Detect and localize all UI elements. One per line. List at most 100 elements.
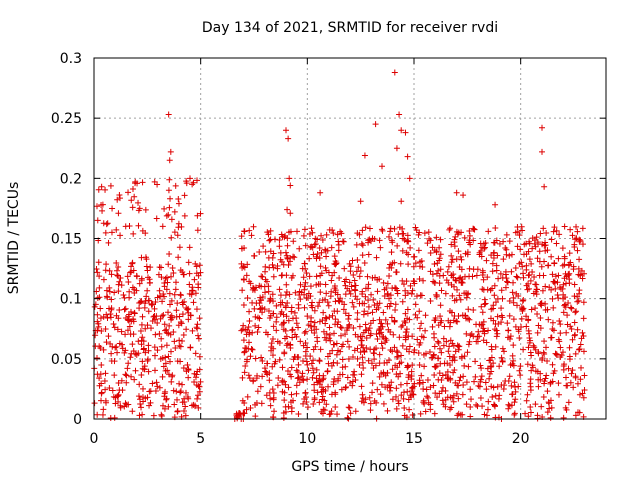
data-point bbox=[527, 376, 534, 383]
data-point bbox=[387, 228, 394, 235]
data-point bbox=[98, 380, 105, 387]
data-point bbox=[195, 392, 202, 399]
data-point bbox=[269, 352, 276, 359]
data-point bbox=[251, 305, 258, 312]
data-point bbox=[327, 331, 334, 338]
data-point bbox=[434, 338, 441, 345]
data-point bbox=[445, 263, 452, 270]
data-point bbox=[507, 362, 514, 369]
data-point bbox=[322, 281, 329, 288]
data-point bbox=[250, 285, 257, 292]
data-point bbox=[109, 205, 116, 212]
data-point bbox=[124, 365, 131, 372]
data-point bbox=[166, 290, 173, 297]
data-point bbox=[111, 289, 118, 296]
data-point bbox=[552, 350, 559, 357]
data-point bbox=[454, 286, 461, 293]
data-point bbox=[163, 274, 170, 281]
data-point bbox=[362, 321, 369, 328]
data-point bbox=[411, 280, 418, 287]
data-point bbox=[326, 314, 333, 321]
data-point bbox=[174, 232, 181, 239]
data-point bbox=[342, 282, 349, 289]
data-point bbox=[342, 363, 349, 370]
data-point bbox=[468, 396, 475, 403]
data-point bbox=[193, 306, 200, 313]
data-point bbox=[390, 331, 397, 338]
data-point bbox=[115, 315, 122, 322]
data-point bbox=[96, 375, 103, 382]
data-point bbox=[544, 247, 551, 254]
data-point bbox=[433, 292, 440, 299]
data-point bbox=[323, 290, 330, 297]
data-point bbox=[458, 279, 465, 286]
data-point bbox=[486, 357, 493, 364]
data-point bbox=[288, 304, 295, 311]
data-point bbox=[123, 379, 130, 386]
data-point bbox=[446, 406, 453, 413]
data-point bbox=[194, 395, 201, 402]
data-point bbox=[388, 379, 395, 386]
data-point bbox=[411, 380, 418, 387]
data-point bbox=[509, 391, 516, 398]
data-point bbox=[188, 291, 195, 298]
data-point bbox=[167, 314, 174, 321]
data-point bbox=[319, 410, 326, 417]
data-point bbox=[279, 272, 286, 279]
data-point bbox=[136, 280, 143, 287]
data-point bbox=[137, 298, 144, 305]
data-point bbox=[259, 293, 266, 300]
data-point bbox=[451, 366, 458, 373]
data-point bbox=[338, 324, 345, 331]
data-point bbox=[376, 316, 383, 323]
data-point bbox=[514, 302, 521, 309]
data-point bbox=[402, 129, 409, 136]
data-point bbox=[420, 385, 427, 392]
data-point bbox=[276, 340, 283, 347]
data-point bbox=[177, 343, 184, 350]
data-point bbox=[129, 284, 136, 291]
data-point bbox=[241, 369, 248, 376]
data-point bbox=[477, 395, 484, 402]
data-point bbox=[152, 331, 159, 338]
data-point bbox=[128, 268, 135, 275]
data-point bbox=[166, 322, 173, 329]
data-point bbox=[270, 273, 277, 280]
y-tick-label: 0.3 bbox=[60, 51, 82, 67]
data-point bbox=[142, 206, 149, 213]
data-point bbox=[525, 272, 532, 279]
data-point bbox=[346, 279, 353, 286]
data-point bbox=[331, 330, 338, 337]
data-point bbox=[189, 284, 196, 291]
data-point bbox=[461, 362, 468, 369]
data-point bbox=[254, 328, 261, 335]
data-point bbox=[143, 263, 150, 270]
data-point bbox=[506, 402, 513, 409]
data-point bbox=[506, 252, 513, 259]
data-point bbox=[477, 247, 484, 254]
data-point bbox=[470, 307, 477, 314]
data-point bbox=[106, 384, 113, 391]
data-point bbox=[394, 353, 401, 360]
data-point bbox=[330, 230, 337, 237]
data-point bbox=[182, 403, 189, 410]
data-point bbox=[404, 388, 411, 395]
data-point bbox=[166, 250, 173, 257]
data-point bbox=[471, 378, 478, 385]
data-point bbox=[418, 372, 425, 379]
data-point bbox=[567, 226, 574, 233]
data-point bbox=[170, 269, 177, 276]
data-point bbox=[177, 389, 184, 396]
data-point bbox=[285, 317, 292, 324]
data-point bbox=[304, 361, 311, 368]
data-point bbox=[107, 182, 114, 189]
data-point bbox=[288, 408, 295, 415]
data-point bbox=[168, 273, 175, 280]
data-point bbox=[311, 323, 318, 330]
data-point bbox=[555, 391, 562, 398]
data-point bbox=[402, 336, 409, 343]
data-point bbox=[259, 373, 266, 380]
data-point bbox=[551, 367, 558, 374]
data-point bbox=[554, 292, 561, 299]
data-point bbox=[516, 367, 523, 374]
